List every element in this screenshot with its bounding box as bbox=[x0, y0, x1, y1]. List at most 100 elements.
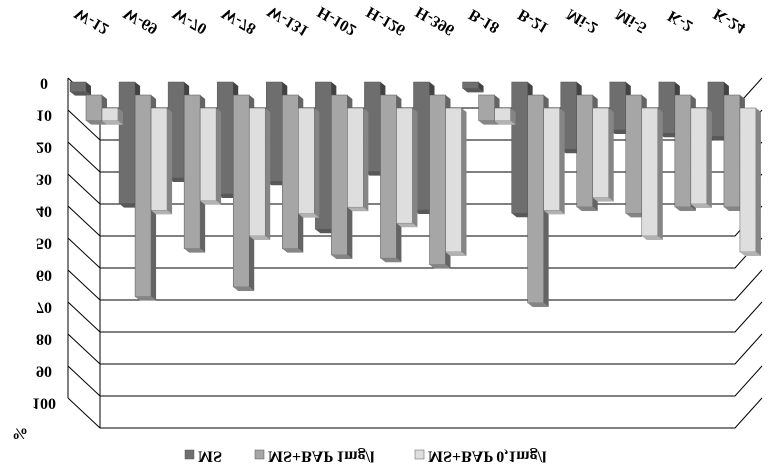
x-tick-label: B-18 bbox=[466, 5, 502, 36]
x-tick: H-396 bbox=[413, 3, 458, 39]
bar bbox=[494, 107, 511, 122]
bar bbox=[511, 81, 528, 214]
y-axis-label: % bbox=[12, 424, 28, 441]
bar bbox=[527, 94, 544, 304]
bar bbox=[347, 107, 364, 208]
x-tick: B-21 bbox=[515, 5, 551, 36]
x-tick: K-2 bbox=[665, 7, 696, 35]
bar bbox=[199, 107, 217, 202]
x-tick: W-12 bbox=[71, 4, 111, 37]
x-tick-label: H-396 bbox=[413, 3, 458, 39]
bar bbox=[183, 94, 201, 249]
bar-end bbox=[331, 255, 353, 259]
bar bbox=[282, 94, 299, 249]
y-tick-label: 40 bbox=[36, 202, 52, 219]
legend-label: MS bbox=[198, 447, 222, 464]
x-tick-label: K-24 bbox=[711, 5, 749, 37]
x-tick-label: W-78 bbox=[219, 4, 259, 37]
x-tick: W-70 bbox=[170, 4, 210, 37]
y-tick: 100 bbox=[32, 394, 56, 411]
legend-swatch bbox=[184, 449, 195, 460]
y-tick: 20 bbox=[36, 138, 52, 155]
bar-side bbox=[216, 108, 222, 205]
legend-label: MS+BAP 0,1mg/l bbox=[428, 447, 547, 464]
bar-side bbox=[167, 108, 173, 215]
y-tick: 60 bbox=[36, 266, 52, 283]
bar-end bbox=[641, 236, 663, 240]
bar bbox=[462, 81, 479, 89]
grid-line bbox=[67, 365, 763, 397]
bar-side bbox=[86, 82, 91, 96]
bar bbox=[625, 94, 643, 214]
bar-end bbox=[200, 200, 222, 205]
bar bbox=[674, 94, 692, 208]
bar-side bbox=[510, 108, 516, 125]
bar bbox=[101, 107, 119, 122]
bar-end bbox=[576, 207, 598, 211]
x-tick-label: W-131 bbox=[264, 2, 311, 39]
bar bbox=[85, 94, 103, 121]
bar bbox=[396, 107, 413, 224]
bar bbox=[69, 81, 87, 92]
bar-end bbox=[478, 120, 500, 125]
legend-item: MS+BAP 0,1mg/l bbox=[428, 447, 547, 464]
x-tick-label: W-69 bbox=[121, 4, 161, 37]
bar bbox=[380, 94, 397, 259]
bar-end bbox=[86, 120, 107, 125]
bar-end bbox=[102, 120, 123, 125]
y-tick-label: 60 bbox=[36, 266, 52, 283]
bar-side bbox=[363, 108, 369, 212]
bar bbox=[739, 107, 757, 253]
bar-end bbox=[494, 120, 516, 125]
x-tick: H-102 bbox=[315, 3, 360, 39]
bar-side bbox=[478, 82, 484, 93]
y-tick: 10 bbox=[36, 106, 52, 123]
bar bbox=[248, 107, 266, 237]
x-tick: Mi-5 bbox=[613, 5, 650, 36]
bar-side bbox=[657, 108, 663, 240]
legend-item: MS bbox=[198, 447, 222, 464]
x-tick: B-18 bbox=[466, 5, 502, 36]
bar-side bbox=[265, 108, 271, 240]
bar-end bbox=[396, 223, 418, 228]
bar-end bbox=[690, 204, 712, 208]
bar bbox=[150, 107, 168, 211]
bar-side bbox=[412, 108, 418, 228]
grid-line bbox=[67, 397, 763, 429]
bar bbox=[445, 107, 462, 253]
bar-end bbox=[462, 88, 484, 93]
bar-end bbox=[135, 296, 157, 301]
bar-end bbox=[674, 207, 696, 211]
bar-end bbox=[282, 248, 304, 253]
bar-end bbox=[543, 210, 565, 215]
bar bbox=[232, 94, 250, 288]
x-tick-label: H-102 bbox=[315, 3, 360, 39]
grid-line bbox=[67, 301, 763, 333]
grid-line bbox=[67, 333, 763, 365]
bar bbox=[134, 94, 152, 297]
bar-end bbox=[527, 303, 549, 307]
y-tick-label: 50 bbox=[36, 234, 52, 251]
x-tick: W-78 bbox=[219, 4, 259, 37]
bar bbox=[298, 107, 315, 214]
bar bbox=[592, 107, 609, 198]
bar-side bbox=[706, 108, 712, 208]
y-tick-label: 10 bbox=[36, 106, 52, 123]
bar bbox=[641, 107, 659, 237]
x-tick-label: W-12 bbox=[71, 4, 111, 37]
y-tick-label: 70 bbox=[36, 298, 52, 315]
y-tick: 30 bbox=[36, 170, 52, 187]
bar-side bbox=[755, 108, 761, 256]
y-tick: 40 bbox=[36, 202, 52, 219]
y-tick-label: 20 bbox=[36, 138, 52, 155]
bar-side bbox=[608, 108, 614, 202]
x-tick: H-126 bbox=[364, 3, 409, 39]
bar-end bbox=[445, 252, 467, 256]
y-tick-label: 0 bbox=[40, 74, 48, 91]
bar-end bbox=[347, 207, 369, 212]
y-tick-label: 30 bbox=[36, 170, 52, 187]
x-tick: W-69 bbox=[121, 4, 161, 37]
bar-side bbox=[314, 108, 320, 218]
bar-side bbox=[559, 108, 565, 215]
x-tick: Mi-2 bbox=[564, 5, 601, 36]
